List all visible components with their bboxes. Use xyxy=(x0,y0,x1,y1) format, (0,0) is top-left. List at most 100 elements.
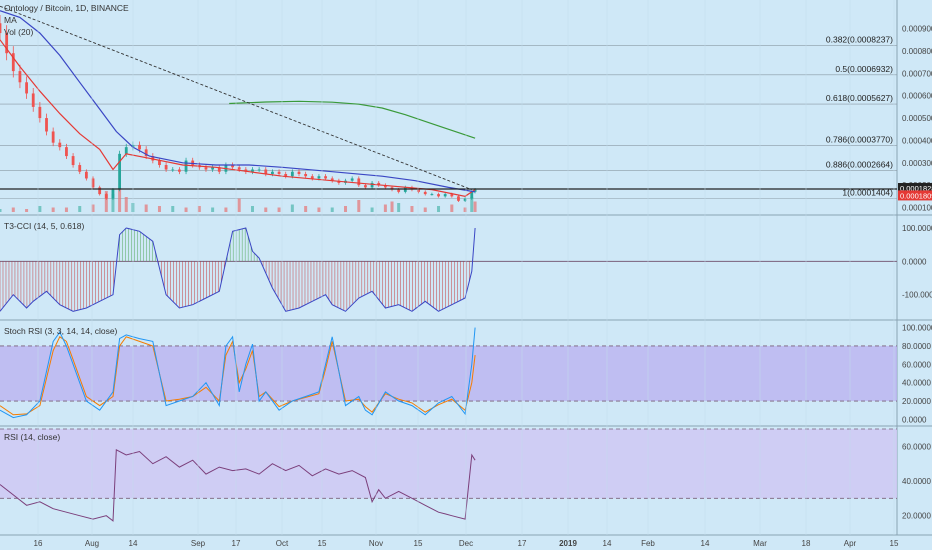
candle-body xyxy=(290,171,294,177)
volume-bar xyxy=(211,207,215,212)
rsi-pane[interactable]: 60.0000 40.0000 20.0000 xyxy=(0,428,931,522)
volume-bar xyxy=(118,188,122,212)
volume-bar xyxy=(357,200,361,212)
candle-body xyxy=(98,187,102,195)
volume-bar xyxy=(383,204,387,212)
volume-bar xyxy=(157,206,161,212)
candle-body xyxy=(437,194,440,197)
fib-level-label: 0.886(0.0002664) xyxy=(826,159,893,169)
volume-bar xyxy=(0,209,2,212)
volume-bar xyxy=(304,206,308,212)
ma-series-line xyxy=(229,100,476,139)
main-y-tick-label: 0.0001000 xyxy=(902,204,932,213)
x-tick-label: 17 xyxy=(232,539,241,548)
price-tag-box xyxy=(898,190,932,201)
candle-body xyxy=(184,160,188,172)
candle-body xyxy=(251,169,254,172)
volume-bar xyxy=(144,204,148,212)
volume-bar xyxy=(277,207,281,212)
volume-bar xyxy=(237,198,241,212)
candle-body xyxy=(25,82,28,94)
x-tick-label: 15 xyxy=(890,539,899,548)
volume-bar xyxy=(197,206,201,212)
stoch-rsi-y-tick-label: 60.0000 xyxy=(902,360,931,369)
main-y-tick-label: 0.0006000 xyxy=(902,92,932,101)
volume-bar xyxy=(171,206,175,212)
cci-pane[interactable]: 100.0000 0.0000 -100.0000 xyxy=(0,224,932,312)
price-tag-box xyxy=(898,183,932,194)
x-tick-label: Oct xyxy=(276,539,289,548)
indicator-label-ma: MA xyxy=(4,15,17,25)
volume-bar xyxy=(330,207,334,212)
price-tag-label: 0.0001828 xyxy=(900,184,932,193)
candle-body xyxy=(470,191,474,199)
stoch-rsi-title: Stoch RSI (3, 3, 14, 14, close) xyxy=(4,326,118,336)
candle-body xyxy=(463,198,467,201)
x-tick-label: 17 xyxy=(518,539,527,548)
candle-body xyxy=(423,191,427,195)
candle-body xyxy=(297,171,301,174)
candle-body xyxy=(397,189,401,192)
volume-bar xyxy=(470,197,474,212)
candle-body xyxy=(91,178,95,188)
candle-body xyxy=(31,93,35,107)
volume-bar xyxy=(473,201,477,212)
candle-body xyxy=(317,176,321,179)
volume-bar xyxy=(124,197,128,212)
candle-body xyxy=(71,156,75,166)
candle-body xyxy=(138,144,141,150)
x-tick-label: Aug xyxy=(85,539,99,548)
candle-body xyxy=(377,182,381,186)
rsi-line xyxy=(0,448,476,522)
volume-bar xyxy=(250,206,254,212)
x-tick-label: Dec xyxy=(459,539,473,548)
ma-series-line xyxy=(0,10,476,193)
candle-body xyxy=(211,167,215,170)
x-tick-label: 14 xyxy=(129,539,138,548)
candle-body xyxy=(158,160,161,166)
trendline xyxy=(0,5,472,191)
x-tick-label: 14 xyxy=(701,539,710,548)
candle-body xyxy=(417,189,420,192)
candle-body xyxy=(310,176,314,179)
candle-body xyxy=(65,147,68,157)
candle-body xyxy=(457,196,460,201)
fib-level-label: 0.5(0.0006932) xyxy=(835,64,893,74)
x-tick-label: 14 xyxy=(603,539,612,548)
candle-body xyxy=(264,169,268,174)
rsi-y-tick-label: 60.0000 xyxy=(902,442,931,451)
candle-body xyxy=(357,178,361,186)
volume-bar xyxy=(397,203,401,212)
candle-body xyxy=(124,147,128,154)
x-tick-label: 18 xyxy=(802,539,811,548)
volume-bar xyxy=(290,204,294,212)
candle-body xyxy=(144,149,148,157)
volume-bar xyxy=(51,207,55,212)
fib-level-label: 0.786(0.0003770) xyxy=(826,135,893,145)
volume-bar xyxy=(111,194,115,212)
fib-level-label: 1(0.0001404) xyxy=(842,187,893,197)
main-pane[interactable]: 0.0009000 0.0008000 0.0007000 0.0006000 0.00… xyxy=(0,5,932,213)
volume-bar xyxy=(423,207,427,212)
candle-body xyxy=(231,165,234,168)
candle-body xyxy=(78,165,82,172)
volume-bar xyxy=(64,207,68,212)
candle-body xyxy=(450,194,454,197)
main-y-tick-label: 0.0005000 xyxy=(902,114,932,123)
volume-bar xyxy=(11,207,15,212)
candle-body xyxy=(178,169,181,172)
stoch-rsi-y-tick-label: 40.0000 xyxy=(902,379,931,388)
candle-body xyxy=(443,194,447,197)
candle-body xyxy=(84,171,88,179)
x-tick-label: Sep xyxy=(191,539,206,548)
candle-body xyxy=(304,173,308,177)
stoch-rsi-pane[interactable]: 100.0000 80.0000 60.0000 40.0000 20.0000 0.00… xyxy=(0,324,932,425)
x-axis: 16 Aug 14 Sep 17 Oct 15 Nov 15 Dec 17 2019 14 Feb 14 Ma… xyxy=(34,0,899,548)
fib-level-label: 0.382(0.0008237) xyxy=(826,35,893,45)
volume-bar xyxy=(410,206,414,212)
candle-body xyxy=(244,169,248,172)
volume-bar xyxy=(104,191,108,212)
candle-body xyxy=(164,165,168,170)
candle-body xyxy=(51,131,55,143)
